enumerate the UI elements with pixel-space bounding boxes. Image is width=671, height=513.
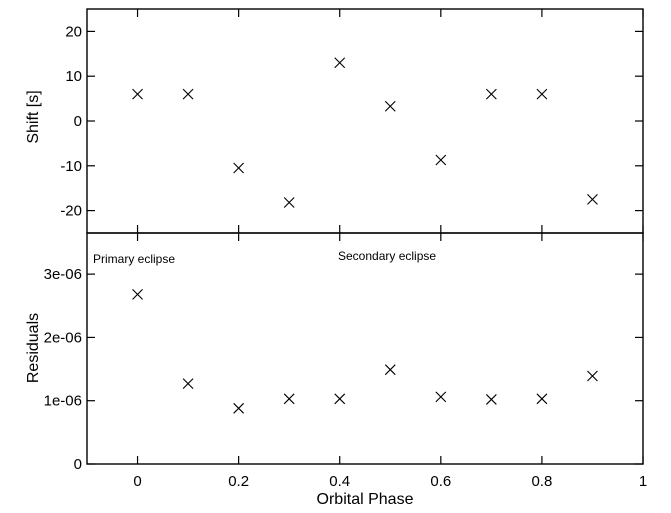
y-tick-label: 1e-06 bbox=[44, 393, 82, 410]
data-point bbox=[132, 88, 143, 100]
data-point bbox=[587, 370, 598, 382]
shift-panel: -20 -10 0 10 20 Shift [s] bbox=[25, 8, 644, 234]
data-point bbox=[536, 88, 548, 100]
x-tick-label: 0.4 bbox=[329, 473, 350, 490]
data-point bbox=[384, 100, 396, 112]
data-point bbox=[334, 57, 346, 69]
y-axis-title: Residuals bbox=[25, 313, 42, 383]
data-point bbox=[485, 88, 497, 100]
plot-frame bbox=[86, 8, 644, 234]
data-point bbox=[334, 393, 346, 405]
y-tick-label: 2e-06 bbox=[44, 329, 82, 346]
y-tick-label: 0 bbox=[74, 456, 82, 473]
y-tick-label: 10 bbox=[65, 68, 82, 85]
x-axis-title: Orbital Phase bbox=[317, 491, 414, 508]
x-tick-label: 1 bbox=[639, 473, 647, 490]
data-point bbox=[182, 378, 194, 390]
primary-eclipse-label: Primary eclipse bbox=[93, 252, 175, 266]
data-point bbox=[384, 364, 396, 376]
y-tick-label: -20 bbox=[60, 203, 82, 220]
data-point bbox=[182, 88, 194, 100]
plot-frame bbox=[86, 232, 644, 465]
data-point bbox=[435, 391, 447, 403]
y-tick-label: -10 bbox=[60, 158, 82, 175]
y-tick-label: 3e-06 bbox=[44, 266, 82, 283]
data-point bbox=[587, 194, 598, 205]
data-point bbox=[132, 289, 143, 300]
x-tick-label: 0.2 bbox=[228, 473, 249, 490]
x-tick-label: 0 bbox=[133, 473, 141, 490]
x-tick-label: 0.8 bbox=[531, 473, 552, 490]
data-point bbox=[283, 197, 295, 208]
data-point bbox=[435, 154, 447, 166]
data-point bbox=[536, 393, 548, 405]
secondary-eclipse-label: Secondary eclipse bbox=[338, 249, 436, 263]
data-point bbox=[233, 402, 245, 414]
x-tick-label: 0.6 bbox=[430, 473, 451, 490]
y-axis-title: Shift [s] bbox=[25, 90, 42, 143]
y-tick-label: 20 bbox=[65, 23, 82, 40]
data-point bbox=[283, 393, 295, 405]
data-point bbox=[485, 394, 497, 405]
residuals-panel: 0 0.2 0.4 0.6 0.8 1 0 1e-06 2e-06 3e-06 Residuals O… bbox=[25, 232, 647, 508]
data-point bbox=[233, 162, 245, 174]
y-tick-label: 0 bbox=[74, 113, 82, 130]
